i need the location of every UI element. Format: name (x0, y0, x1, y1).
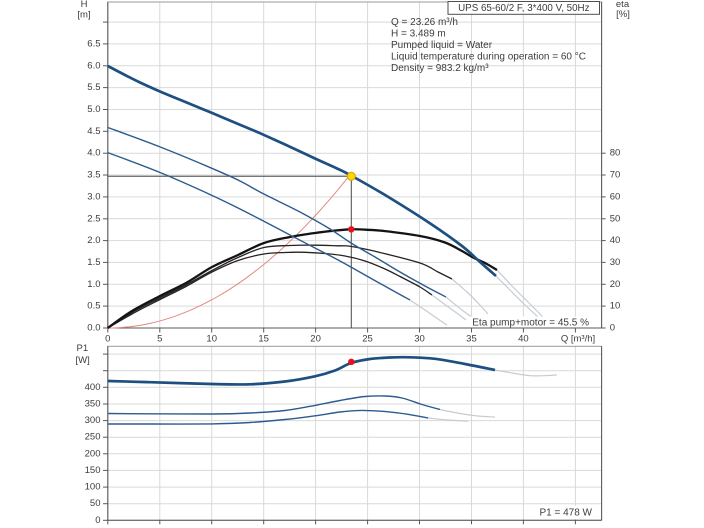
svg-text:60: 60 (610, 191, 621, 202)
svg-text:150: 150 (85, 465, 101, 476)
svg-text:0: 0 (610, 323, 615, 334)
svg-text:350: 350 (85, 398, 101, 409)
svg-text:20: 20 (610, 279, 621, 290)
svg-text:3.0: 3.0 (87, 191, 100, 202)
svg-text:300: 300 (85, 415, 101, 426)
svg-text:[m]: [m] (77, 10, 90, 21)
svg-text:0: 0 (95, 515, 100, 526)
svg-text:H = 3.489 m: H = 3.489 m (391, 29, 446, 40)
svg-text:4.0: 4.0 (87, 148, 100, 159)
svg-text:6.0: 6.0 (87, 60, 100, 71)
svg-text:5.5: 5.5 (87, 82, 100, 93)
svg-text:Liquid temperature during oper: Liquid temperature during operation = 60… (391, 52, 586, 63)
svg-text:[%]: [%] (616, 9, 630, 20)
svg-text:UPS 65-60/2 F, 3*400 V, 50Hz: UPS 65-60/2 F, 3*400 V, 50Hz (458, 3, 590, 14)
svg-text:30: 30 (414, 334, 425, 345)
svg-text:2.5: 2.5 (87, 213, 100, 224)
svg-text:15: 15 (258, 334, 269, 345)
svg-text:40: 40 (610, 235, 621, 246)
svg-text:10: 10 (206, 334, 217, 345)
svg-text:0.0: 0.0 (87, 323, 100, 334)
svg-text:[W]: [W] (75, 355, 89, 366)
svg-text:1.5: 1.5 (87, 257, 100, 268)
svg-text:0: 0 (105, 334, 110, 345)
svg-text:40: 40 (518, 334, 529, 345)
svg-text:Pumped liquid = Water: Pumped liquid = Water (391, 40, 493, 51)
svg-text:6.5: 6.5 (87, 38, 100, 49)
svg-text:10: 10 (610, 301, 621, 312)
svg-text:1.0: 1.0 (87, 279, 100, 290)
svg-text:2.0: 2.0 (87, 235, 100, 246)
svg-text:P1 = 478 W: P1 = 478 W (539, 508, 592, 519)
svg-text:eta: eta (616, 0, 630, 10)
svg-text:0.5: 0.5 (87, 301, 100, 312)
svg-text:H: H (81, 0, 88, 10)
svg-text:100: 100 (85, 482, 101, 493)
svg-text:50: 50 (610, 213, 621, 224)
svg-text:70: 70 (610, 170, 621, 181)
svg-text:5: 5 (157, 334, 162, 345)
svg-text:Density = 983.2 kg/m³: Density = 983.2 kg/m³ (391, 63, 489, 74)
svg-text:250: 250 (85, 432, 101, 443)
svg-text:25: 25 (362, 334, 373, 345)
svg-text:50: 50 (90, 498, 101, 509)
svg-text:P1: P1 (76, 343, 88, 354)
svg-text:4.5: 4.5 (87, 126, 100, 137)
svg-text:3.5: 3.5 (87, 170, 100, 181)
svg-text:200: 200 (85, 448, 101, 459)
svg-text:Eta pump+motor = 45.5 %: Eta pump+motor = 45.5 % (472, 317, 589, 328)
svg-text:Q [m³/h]: Q [m³/h] (561, 334, 595, 345)
svg-text:30: 30 (610, 257, 621, 268)
svg-text:35: 35 (466, 334, 477, 345)
svg-text:20: 20 (310, 334, 321, 345)
svg-text:Q = 23.26 m³/h: Q = 23.26 m³/h (391, 17, 458, 28)
svg-text:400: 400 (85, 382, 101, 393)
svg-text:5.0: 5.0 (87, 104, 100, 115)
svg-text:80: 80 (610, 148, 621, 159)
